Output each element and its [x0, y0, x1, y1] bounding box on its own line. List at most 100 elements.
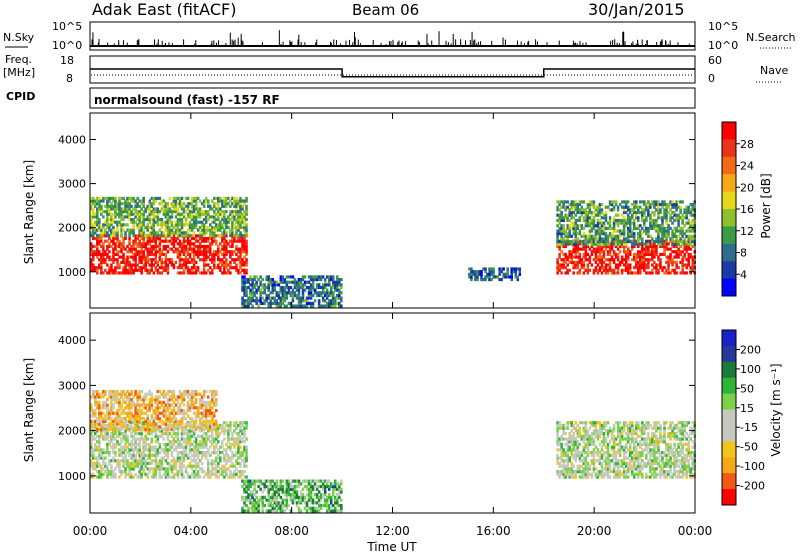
velocity-cell — [150, 398, 154, 402]
power-cell — [122, 255, 125, 259]
power-cell — [592, 268, 596, 272]
power-cell — [667, 258, 670, 262]
power-cell — [612, 234, 616, 238]
power-cell — [130, 212, 133, 216]
power-cell — [166, 202, 170, 206]
power-cell — [273, 288, 277, 292]
velocity-cell — [90, 451, 93, 455]
velocity-cell — [108, 442, 111, 447]
power-cell — [510, 275, 513, 279]
power-cell — [221, 258, 224, 262]
velocity-cell — [225, 459, 228, 463]
power-cell — [213, 202, 216, 206]
power-cell — [610, 237, 614, 241]
power-cell — [213, 196, 216, 200]
power-cell — [108, 228, 111, 232]
power-cell — [588, 208, 592, 212]
velocity-cell — [100, 419, 103, 424]
velocity-cell — [217, 423, 220, 428]
power-cell — [120, 202, 123, 206]
power-cell — [305, 280, 309, 284]
power-cell — [657, 203, 660, 207]
power-cell — [299, 285, 303, 290]
power-cell — [104, 196, 107, 200]
power-cell — [223, 263, 226, 267]
velocity-cell — [102, 403, 105, 407]
power-cell — [327, 304, 331, 308]
power-cell — [673, 205, 676, 209]
power-cell — [176, 250, 180, 254]
velocity-cell — [144, 395, 147, 399]
power-cell — [213, 225, 216, 230]
power-cell — [239, 258, 242, 262]
power-cell — [484, 278, 487, 282]
velocity-cell — [204, 445, 208, 449]
power-cell — [164, 263, 168, 267]
power-cell — [186, 215, 190, 219]
power-cell — [598, 244, 602, 249]
power-cell — [645, 226, 648, 230]
power-cell — [596, 210, 600, 215]
power-cell — [138, 258, 141, 262]
velocity-cell — [90, 453, 93, 457]
power-cell — [635, 252, 638, 256]
power-cell — [273, 283, 277, 287]
velocity-cell — [160, 422, 164, 426]
power-cell — [588, 240, 592, 244]
power-cell — [608, 263, 612, 267]
power-cell — [576, 260, 580, 264]
velocity-cell — [128, 464, 131, 468]
power-cell — [174, 210, 178, 214]
power-cell — [124, 258, 127, 262]
velocity-cell — [180, 470, 184, 474]
power-cell — [614, 213, 618, 217]
power-cell — [580, 224, 584, 228]
power-cell — [622, 242, 626, 246]
velocity-cell — [162, 472, 166, 476]
power-cell — [584, 224, 588, 228]
velocity-cell — [168, 403, 172, 407]
power-cell — [655, 268, 658, 272]
power-cell — [128, 271, 131, 275]
power-cell — [92, 231, 95, 235]
power-cell — [689, 210, 692, 215]
power-cell — [309, 301, 313, 305]
power-cell — [309, 283, 313, 287]
power-cell — [338, 293, 341, 298]
power-cell — [108, 271, 111, 275]
power-cell — [572, 266, 576, 270]
power-cell — [474, 275, 477, 279]
velocity-cell — [241, 472, 244, 476]
power-cell — [602, 240, 606, 244]
power-cell — [618, 221, 622, 225]
power-cell — [277, 304, 281, 308]
power-cell — [291, 275, 295, 279]
power-cell — [96, 228, 99, 232]
power-cell — [683, 216, 686, 220]
power-cell — [237, 239, 240, 243]
power-cell — [243, 299, 246, 303]
velocity-cell — [132, 403, 135, 407]
velocity-cell — [162, 427, 166, 432]
power-cell — [217, 223, 220, 227]
power-cell — [669, 255, 672, 259]
power-cell — [90, 199, 93, 203]
power-cell — [679, 210, 682, 215]
velocity-cell — [172, 406, 176, 410]
power-cell — [677, 200, 680, 204]
velocity-cell — [202, 442, 206, 447]
power-cell — [231, 236, 234, 241]
power-cell — [245, 280, 248, 284]
power-cell — [213, 231, 216, 235]
power-cell — [182, 231, 186, 235]
velocity-cell — [90, 403, 93, 407]
power-cell — [243, 233, 246, 238]
power-cell — [584, 250, 588, 254]
velocity-cell — [98, 411, 101, 415]
power-cell — [289, 301, 293, 305]
power-cell — [669, 213, 672, 217]
velocity-cell — [92, 422, 95, 426]
power-cell — [325, 275, 329, 279]
power-cell — [259, 283, 262, 287]
power-cell — [618, 232, 622, 236]
